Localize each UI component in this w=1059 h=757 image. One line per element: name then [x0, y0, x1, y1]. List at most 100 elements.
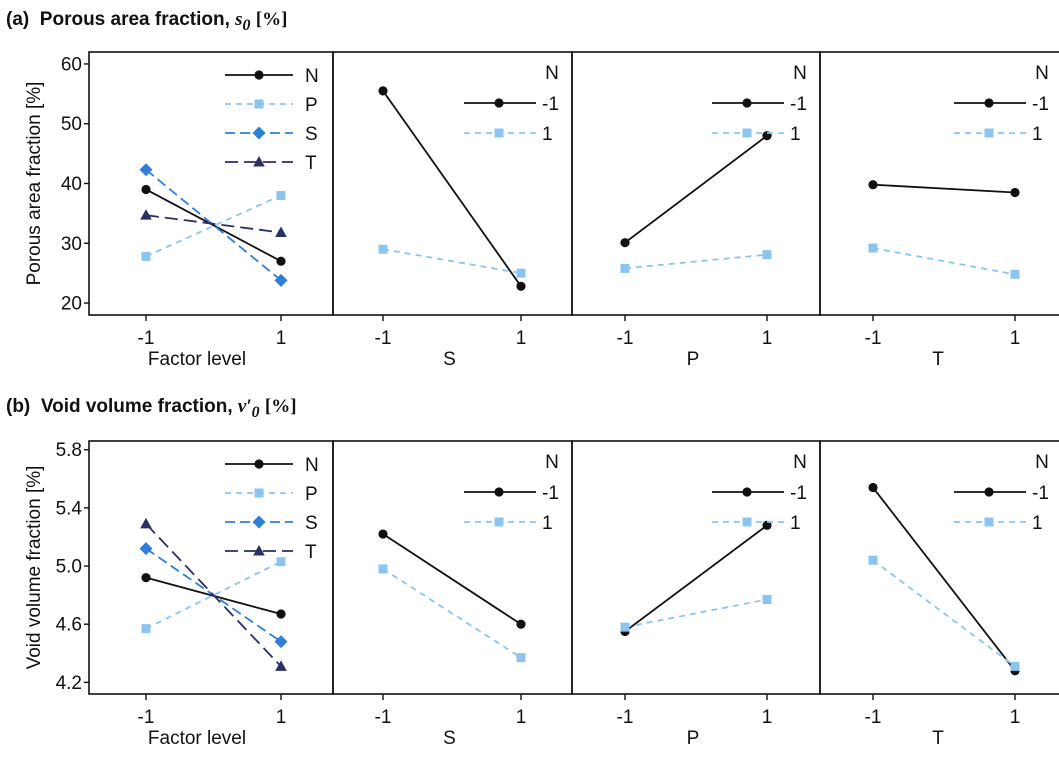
y-tick-label: 5.8 — [56, 440, 82, 461]
x-axis-label: Factor level — [148, 728, 246, 749]
x-tick-label: -1 — [865, 328, 882, 349]
legend-marker — [495, 129, 504, 138]
legend-marker — [494, 98, 503, 107]
panel-frame — [572, 441, 820, 694]
y-axis-label: Void volume fraction [%] — [24, 466, 45, 670]
y-tick-label: 4.6 — [56, 615, 82, 636]
x-axis-label: P — [687, 349, 700, 370]
legend-label: N — [305, 455, 319, 476]
legend-marker — [984, 98, 993, 107]
legend-title: N — [793, 452, 807, 473]
x-tick-label: 1 — [516, 328, 527, 349]
legend-marker — [985, 129, 994, 138]
legend-marker — [742, 487, 751, 496]
x-tick-label: -1 — [865, 707, 882, 728]
panel-frame — [89, 441, 333, 694]
series-line — [873, 185, 1015, 193]
legend-marker — [743, 518, 752, 527]
panel-frame — [820, 441, 1059, 694]
legend-title: N — [545, 63, 559, 84]
y-tick-label: 5.0 — [56, 557, 82, 578]
data-point — [378, 86, 387, 95]
panel-frame — [333, 441, 572, 694]
legend-title: N — [1035, 63, 1049, 84]
legend-label: -1 — [542, 94, 559, 115]
data-point — [516, 620, 525, 629]
panel-frame — [572, 52, 820, 315]
legend-marker — [495, 518, 504, 527]
x-tick-label: -1 — [617, 328, 634, 349]
x-tick-label: 1 — [516, 707, 527, 728]
legend-label: S — [305, 513, 318, 534]
series-line — [873, 488, 1015, 671]
legend-label: 1 — [1032, 124, 1043, 145]
legend-label: -1 — [790, 483, 807, 504]
x-axis-label: S — [443, 728, 456, 749]
series-line — [146, 189, 281, 261]
x-tick-label: 1 — [1010, 707, 1021, 728]
y-tick-label: 30 — [61, 234, 82, 255]
legend-label: P — [305, 95, 318, 116]
x-tick-label: -1 — [617, 707, 634, 728]
data-point — [869, 556, 878, 565]
data-point — [763, 250, 772, 259]
series-line — [383, 249, 521, 273]
x-axis-label: P — [687, 728, 700, 749]
x-tick-label: 1 — [276, 328, 287, 349]
series-line — [873, 560, 1015, 666]
data-point — [868, 483, 877, 492]
data-point — [379, 245, 388, 254]
data-point — [141, 573, 150, 582]
legend-marker — [254, 70, 263, 79]
legend-title: N — [545, 452, 559, 473]
legend-marker — [255, 489, 264, 498]
data-point — [275, 227, 287, 238]
series-line — [146, 215, 281, 232]
legend-label: N — [305, 66, 319, 87]
series-line — [625, 136, 767, 243]
x-tick-label: -1 — [138, 328, 155, 349]
data-point — [516, 282, 525, 291]
series-line — [383, 534, 521, 624]
y-tick-label: 20 — [61, 294, 82, 315]
data-point — [141, 185, 150, 194]
data-point — [277, 557, 286, 566]
data-point — [275, 635, 288, 648]
data-point — [763, 595, 772, 604]
data-point — [140, 209, 152, 220]
legend-marker — [494, 487, 503, 496]
legend-label: -1 — [1032, 94, 1049, 115]
panel-frame — [820, 52, 1059, 315]
data-point — [621, 623, 630, 632]
legend-label: 1 — [790, 124, 801, 145]
legend-label: -1 — [542, 483, 559, 504]
legend-label: 1 — [542, 513, 553, 534]
legend-marker — [253, 516, 266, 529]
x-tick-label: 1 — [762, 328, 773, 349]
legend-marker — [985, 518, 994, 527]
data-point — [277, 191, 286, 200]
legend-marker — [253, 127, 266, 140]
y-tick-label: 4.2 — [56, 673, 82, 694]
x-axis-label: Factor level — [148, 349, 246, 370]
data-point — [142, 252, 151, 261]
y-tick-label: 50 — [61, 114, 82, 135]
data-point — [276, 609, 285, 618]
data-point — [868, 180, 877, 189]
legend-label: 1 — [542, 124, 553, 145]
data-point — [517, 269, 526, 278]
x-axis-label: T — [932, 349, 944, 370]
legend-label: T — [305, 153, 317, 174]
legend-label: P — [305, 484, 318, 505]
data-point — [142, 624, 151, 633]
series-line — [146, 524, 281, 666]
y-tick-label: 40 — [61, 174, 82, 195]
series-line — [625, 255, 767, 269]
legend-title: N — [1035, 452, 1049, 473]
series-line — [383, 569, 521, 658]
legend-marker — [743, 129, 752, 138]
legend-marker — [255, 100, 264, 109]
x-axis-label: T — [932, 728, 944, 749]
data-point — [620, 238, 629, 247]
